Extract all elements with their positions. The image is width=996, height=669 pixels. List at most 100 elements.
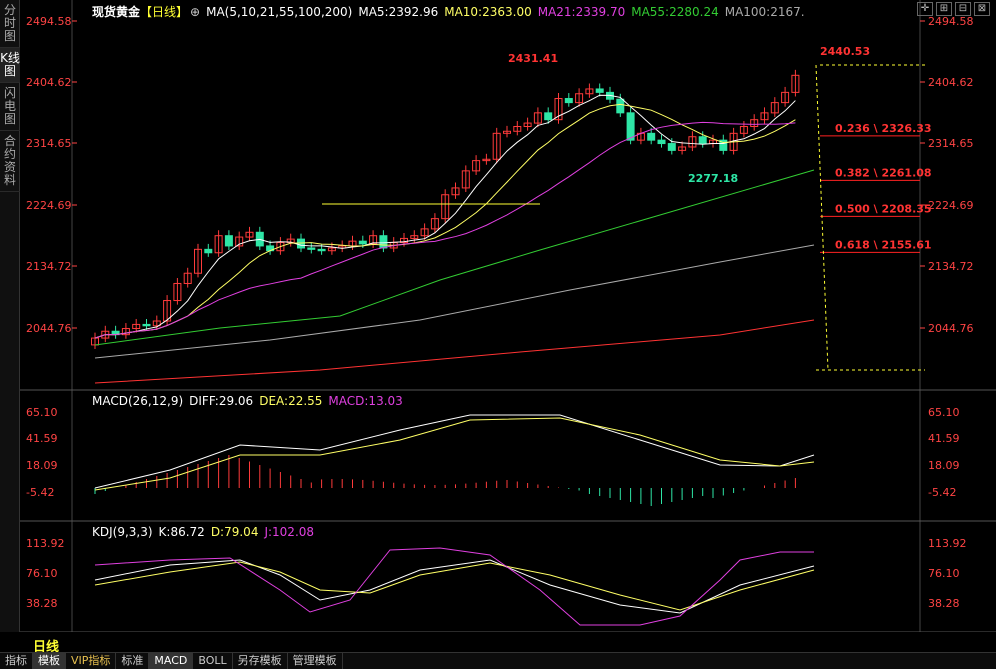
candle-body bbox=[503, 130, 511, 134]
fib-diag-dashed bbox=[815, 64, 829, 371]
price-label-right: 2494.58 bbox=[928, 15, 974, 28]
zoom-in-icon[interactable]: ⊞ bbox=[936, 2, 952, 16]
macd-dea: DEA:22.55 bbox=[259, 394, 323, 408]
price-label-left: 2224.69 bbox=[26, 199, 72, 212]
kline-chart-svg[interactable]: 2494.58 2494.58 2404.62 2404.62 2314.65 2314.… bbox=[20, 0, 996, 632]
macd-label-right: 18.09 bbox=[928, 459, 960, 472]
candle-body bbox=[163, 300, 172, 322]
bottom-tab-bar: 指标 模板 VIP指标 标准 MACD BOLL 另存模板 管理模板 bbox=[0, 652, 996, 669]
settings-icon[interactable]: ⊠ bbox=[974, 2, 990, 16]
ma21-line bbox=[94, 121, 796, 339]
left-tab-bar: 分时图 K线图 闪电图 合约资料 bbox=[0, 0, 20, 632]
candle-body bbox=[698, 136, 707, 145]
tab-kline[interactable]: K线图 bbox=[0, 48, 20, 83]
ma21-value: MA21:2339.70 bbox=[537, 5, 626, 19]
fib-label-fib236: 0.236 \ 2326.33 bbox=[835, 122, 932, 135]
candle-body bbox=[595, 88, 604, 93]
annotation-high1: 2431.41 bbox=[508, 52, 558, 65]
kdj-label-left: 76.10 bbox=[26, 567, 58, 580]
kdj-label-right: 113.92 bbox=[928, 537, 967, 550]
candle-body bbox=[327, 247, 336, 252]
kdj-label-left: 113.92 bbox=[26, 537, 65, 550]
macd-label-right: 41.59 bbox=[928, 432, 960, 445]
tab-flash[interactable]: 闪电图 bbox=[0, 83, 20, 131]
fib-label-fib382: 0.382 \ 2261.08 bbox=[835, 166, 932, 179]
add-circle-icon[interactable]: ⊕ bbox=[190, 5, 201, 19]
fib-label-fib618: 0.618 \ 2155.61 bbox=[835, 238, 932, 251]
tab-standard[interactable]: 标准 bbox=[116, 653, 150, 669]
kdj-d: D:79.04 bbox=[210, 525, 259, 539]
macd-value: MACD:13.03 bbox=[328, 394, 403, 408]
ma-label: MA(5,10,21,55,100,200) bbox=[206, 5, 353, 19]
ma200-line bbox=[94, 319, 815, 384]
candle-body bbox=[420, 228, 429, 237]
macd-label-right: -5.42 bbox=[928, 486, 956, 499]
candle-body bbox=[585, 88, 594, 95]
price-label-right: 2224.69 bbox=[928, 199, 974, 212]
kdj-label-left: 38.28 bbox=[26, 597, 58, 610]
tab-contract-info[interactable]: 合约资料 bbox=[0, 131, 20, 192]
candle-body bbox=[430, 218, 439, 230]
tab-macd[interactable]: MACD bbox=[149, 653, 194, 669]
candle-body bbox=[276, 242, 285, 252]
candle-body bbox=[554, 98, 563, 121]
candle-body bbox=[544, 112, 553, 121]
candle-body bbox=[719, 139, 728, 151]
tab-template[interactable]: 模板 bbox=[33, 653, 66, 669]
fib-label-fib500: 0.500 \ 2208.35 bbox=[835, 202, 932, 215]
chart-toolbar: ✛ ⊞ ⊟ ⊠ bbox=[917, 2, 990, 16]
candle-body bbox=[461, 170, 470, 189]
kdj-label: KDJ(9,3,3) bbox=[92, 525, 153, 539]
tab-boll[interactable]: BOLL bbox=[193, 653, 233, 669]
price-label-left: 2044.76 bbox=[26, 322, 72, 335]
period-label[interactable]: 日线 bbox=[33, 640, 60, 655]
price-label-left: 2494.58 bbox=[26, 15, 72, 28]
candle-body bbox=[575, 93, 584, 104]
price-label-right: 2314.65 bbox=[928, 137, 974, 150]
ma100-value: MA100:2167. bbox=[724, 5, 805, 19]
candle-body bbox=[750, 119, 759, 128]
kdj-j: J:102.08 bbox=[264, 525, 315, 539]
annotation-low: 2277.18 bbox=[688, 172, 738, 185]
crosshair-icon[interactable]: ✛ bbox=[917, 2, 933, 16]
period-name: 【日线】 bbox=[140, 5, 189, 19]
ma10-line bbox=[94, 103, 796, 339]
candle-body bbox=[297, 238, 305, 249]
price-label-right: 2044.76 bbox=[928, 322, 974, 335]
candle-body bbox=[214, 235, 223, 254]
candle-body bbox=[513, 126, 522, 132]
candle-body bbox=[791, 74, 800, 93]
candle-body bbox=[472, 160, 481, 172]
ma100-line bbox=[94, 244, 815, 359]
candle-body bbox=[379, 235, 388, 249]
price-label-right: 2404.62 bbox=[928, 76, 974, 89]
candle-body bbox=[626, 112, 635, 141]
candle-body bbox=[317, 248, 326, 252]
ma5-line bbox=[94, 94, 796, 339]
zoom-out-icon[interactable]: ⊟ bbox=[955, 2, 971, 16]
candle-body bbox=[657, 139, 666, 145]
candle-body bbox=[142, 323, 151, 327]
kdj-k-line bbox=[94, 559, 815, 614]
annotation-high2: 2440.53 bbox=[820, 45, 870, 58]
kdj-k: K:86.72 bbox=[158, 525, 205, 539]
candle-body bbox=[441, 194, 450, 220]
tab-save-template[interactable]: 另存模板 bbox=[233, 653, 288, 669]
tab-vip-indicator[interactable]: VIP指标 bbox=[66, 653, 117, 669]
tab-indicator[interactable]: 指标 bbox=[0, 653, 33, 669]
tab-manage-template[interactable]: 管理模板 bbox=[288, 653, 343, 669]
chart-area[interactable]: 2494.58 2494.58 2404.62 2404.62 2314.65 2314.… bbox=[20, 0, 996, 632]
ma55-value: MA55:2280.24 bbox=[631, 5, 719, 19]
macd-header: MACD(26,12,9) DIFF:29.06 DEA:22.55 MACD:13.… bbox=[92, 394, 409, 408]
candle-body bbox=[678, 146, 687, 151]
macd-diff: DIFF:29.06 bbox=[189, 394, 254, 408]
candle-body bbox=[194, 248, 202, 274]
macd-dea-line bbox=[94, 417, 815, 491]
tab-timeshare[interactable]: 分时图 bbox=[0, 0, 20, 48]
candle-body bbox=[451, 187, 460, 196]
candle-body bbox=[358, 240, 367, 245]
price-label-left: 2314.65 bbox=[26, 137, 72, 150]
kdj-j-line bbox=[94, 547, 814, 626]
main-header: 现货黄金【日线】 ⊕ MA(5,10,21,55,100,200) MA5:2392.… bbox=[92, 3, 811, 20]
price-label-left: 2404.62 bbox=[26, 76, 72, 89]
